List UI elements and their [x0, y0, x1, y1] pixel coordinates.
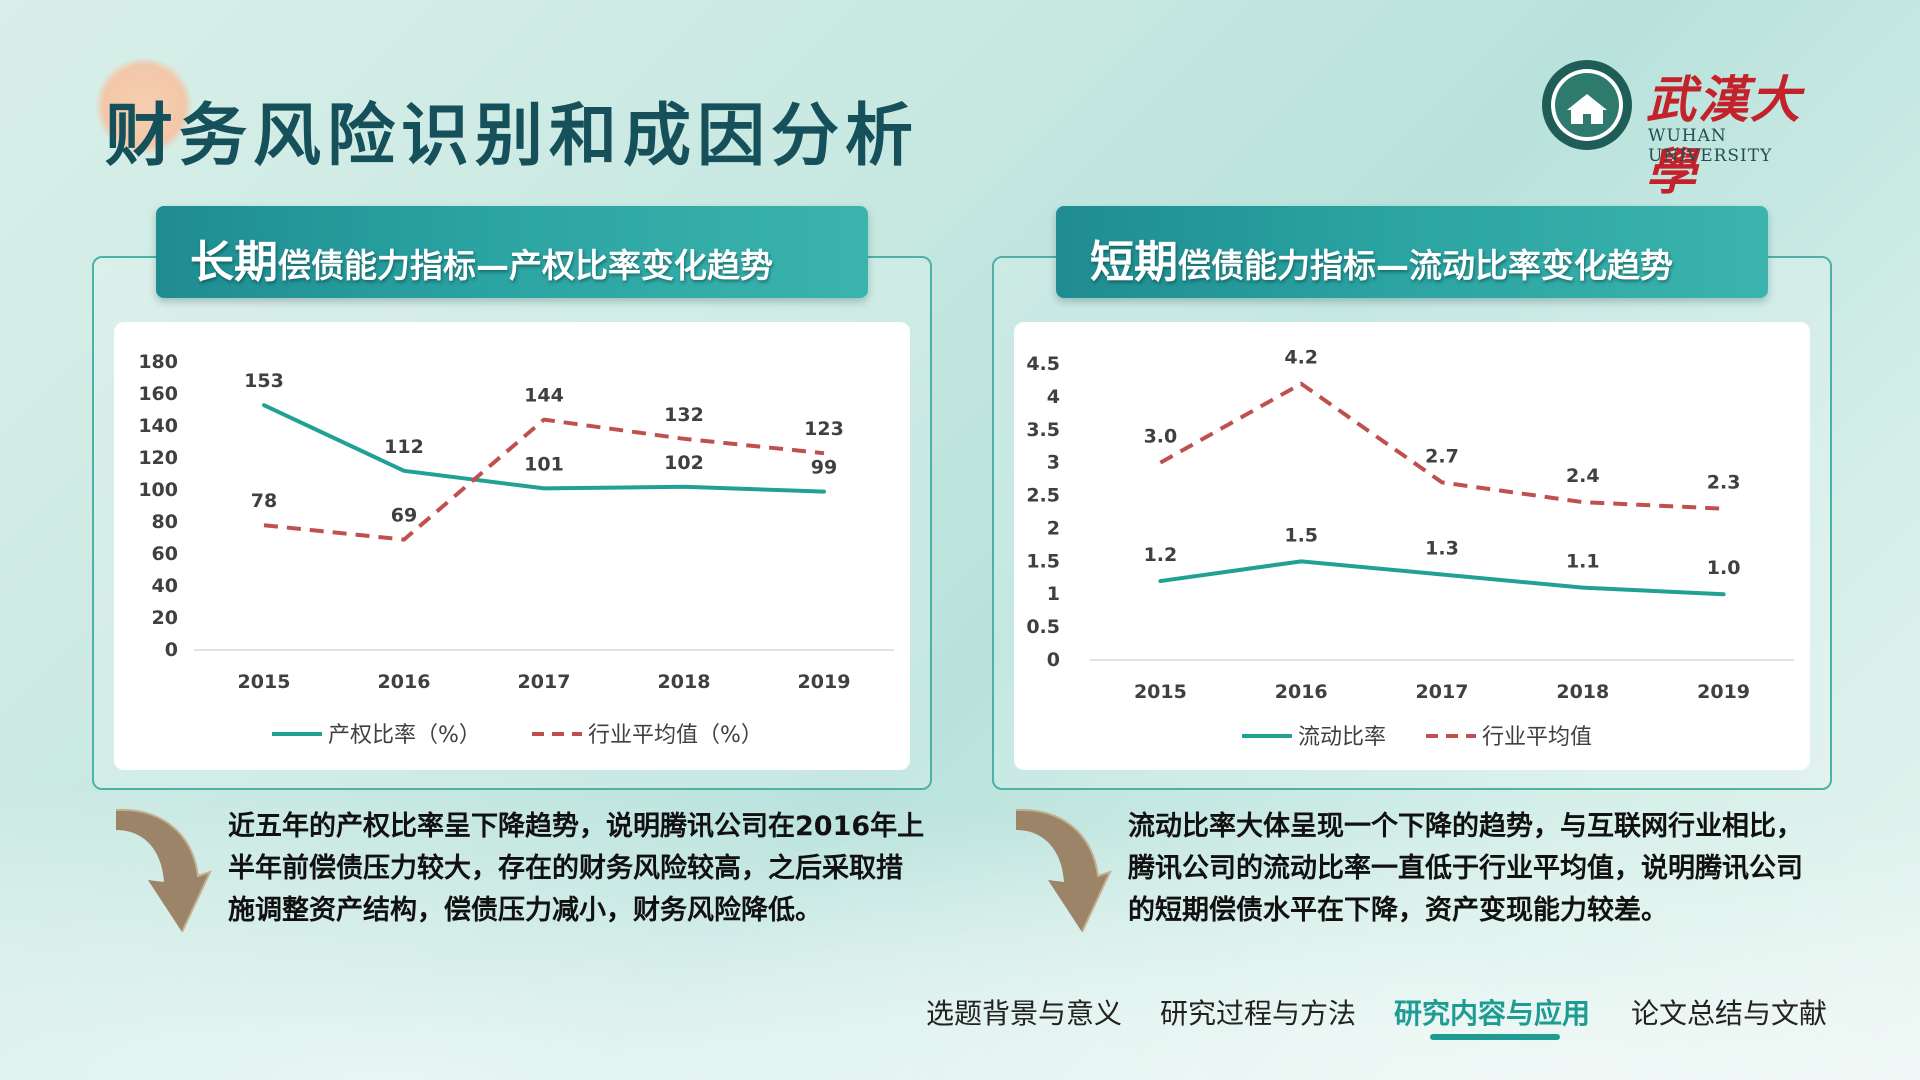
right-chart-x-tick-label: 2018	[1556, 681, 1609, 703]
left-chart-series-line-industry-average	[263, 417, 825, 542]
left-chart-data-label: 78	[251, 490, 277, 512]
left-chart-data-label: 123	[804, 418, 844, 440]
left-chart-y-tick-label: 120	[138, 447, 178, 469]
left-chart-x-tick-label: 2017	[518, 671, 571, 693]
left-header-big: 长期	[190, 237, 278, 288]
left-chart-x-tick-label: 2016	[378, 671, 431, 693]
right-chart-data-label: 2.7	[1425, 445, 1459, 467]
left-chart-card: 0 20 40 60 80 100 120 140 160 180 2015 2016 2017 2018…	[114, 322, 910, 770]
university-logo: 武漢大學 WUHAN UNIVERSITY	[1540, 58, 1840, 201]
right-chart-data-label: 1.2	[1144, 544, 1178, 566]
left-chart-y-tick-label: 100	[138, 479, 178, 501]
left-chart-x-tick-label: 2015	[238, 671, 291, 693]
left-chart-y-tick-label: 20	[152, 607, 178, 629]
right-chart-data-label: 3.0	[1144, 426, 1178, 448]
left-chart-y-tick-label: 160	[138, 383, 178, 405]
left-chart-data-label: 99	[811, 457, 837, 479]
left-chart-data-label: 102	[664, 452, 704, 474]
curved-arrow-icon	[1015, 808, 1112, 933]
left-chart-y-tick-label: 140	[138, 415, 178, 437]
right-chart-legend-label: 流动比率	[1298, 725, 1386, 750]
nav-item-content[interactable]: 研究内容与应用	[1394, 997, 1591, 1030]
left-chart-x-tick-label: 2018	[658, 671, 711, 693]
right-panel-header: 短期偿债能力指标—流动比率变化趋势	[1056, 206, 1768, 298]
logo-english-name: WUHAN UNIVERSITY	[1648, 126, 1773, 166]
left-chart-data-label: 101	[524, 453, 564, 475]
left-header-small: 偿债能力指标—产权比率变化趋势	[278, 246, 773, 285]
nav-item-background[interactable]: 选题背景与意义	[926, 997, 1123, 1030]
nav-active-indicator	[1430, 1034, 1560, 1040]
right-chart-y-tick-label: 3	[1047, 452, 1060, 474]
right-chart-y-tick-label: 4.5	[1026, 353, 1060, 375]
left-chart-legend-label: 行业平均值（%）	[588, 723, 763, 748]
nav-item-process[interactable]: 研究过程与方法	[1160, 997, 1357, 1030]
right-chart-data-label: 1.0	[1707, 557, 1741, 579]
decorative-sun	[96, 58, 192, 154]
current-ratio-chart: 0 0.5 1 1.5 2 2.5 3 3.5 4 4.5 2015 2016 2017 2018 2019…	[1026, 347, 1794, 750]
right-chart-y-tick-label: 1.5	[1026, 550, 1060, 572]
right-chart-card: 0 0.5 1 1.5 2 2.5 3 3.5 4 4.5 2015 2016 2017 2018 2019…	[1014, 322, 1810, 770]
left-chart-data-label: 153	[244, 370, 284, 392]
right-chart-data-label: 1.3	[1425, 537, 1459, 559]
right-chart-y-tick-label: 0.5	[1026, 616, 1060, 638]
left-chart-legend-label: 产权比率（%）	[328, 723, 481, 748]
right-chart-x-tick-label: 2019	[1697, 681, 1750, 703]
nav-item-summary[interactable]: 论文总结与文献	[1631, 997, 1828, 1030]
right-chart-x-tick-label: 2016	[1275, 681, 1328, 703]
left-chart-data-label: 132	[664, 404, 704, 426]
right-chart-y-tick-label: 2	[1047, 517, 1060, 539]
right-chart-x-tick-label: 2015	[1134, 681, 1187, 703]
debt-ratio-chart: 0 20 40 60 80 100 120 140 160 180 2015 2016 2017 2018…	[138, 351, 894, 748]
right-header-big: 短期	[1090, 237, 1178, 288]
curved-arrow-icon	[115, 808, 212, 933]
right-chart-y-tick-label: 3.5	[1026, 419, 1060, 441]
background-wave	[0, 720, 1920, 1080]
right-chart-series-line-company	[1158, 559, 1726, 597]
left-chart-data-label: 69	[391, 505, 417, 527]
section-nav: 选题背景与意义 研究过程与方法 研究内容与应用 论文总结与文献	[926, 992, 1840, 1042]
left-chart-y-tick-label: 40	[152, 575, 178, 597]
right-chart-y-tick-label: 1	[1047, 583, 1060, 605]
right-chart-y-tick-label: 2.5	[1026, 485, 1060, 507]
university-seal-icon	[1542, 60, 1632, 150]
left-chart-y-tick-label: 80	[152, 511, 178, 533]
left-description: 近五年的产权比率呈下降趋势，说明腾讯公司在2016年上半年前偿债压力较大，存在的…	[228, 811, 925, 926]
logo-chinese-name: 武漢大學	[1646, 70, 1802, 201]
right-chart-data-label: 2.3	[1707, 472, 1741, 494]
right-chart-data-label: 2.4	[1566, 465, 1600, 487]
right-chart-y-tick-label: 0	[1047, 649, 1060, 671]
right-chart-data-label: 1.5	[1284, 524, 1318, 546]
right-chart-data-label: 4.2	[1284, 347, 1318, 369]
left-chart-series-line-company	[262, 403, 826, 494]
right-chart-x-tick-label: 2017	[1416, 681, 1469, 703]
left-chart-data-label: 144	[524, 385, 564, 407]
right-description: 流动比率大体呈现一个下降的趋势，与互联网行业相比，腾讯公司的流动比率一直低于行业…	[1128, 811, 1803, 926]
left-chart-x-tick-label: 2019	[798, 671, 851, 693]
right-chart-data-label: 1.1	[1566, 551, 1600, 573]
right-chart-legend-label: 行业平均值	[1482, 725, 1592, 750]
right-chart-y-tick-label: 4	[1047, 386, 1060, 408]
left-chart-y-tick-label: 0	[165, 639, 178, 661]
page-title: 财务风险识别和成因分析	[105, 97, 920, 176]
left-chart-y-tick-label: 180	[138, 351, 178, 373]
right-chart-series-line-industry-average	[1159, 381, 1724, 511]
left-panel-header: 长期偿债能力指标—产权比率变化趋势	[156, 206, 868, 298]
right-header-small: 偿债能力指标—流动比率变化趋势	[1178, 246, 1673, 285]
left-chart-data-label: 112	[384, 436, 424, 458]
left-chart-y-tick-label: 60	[152, 543, 178, 565]
